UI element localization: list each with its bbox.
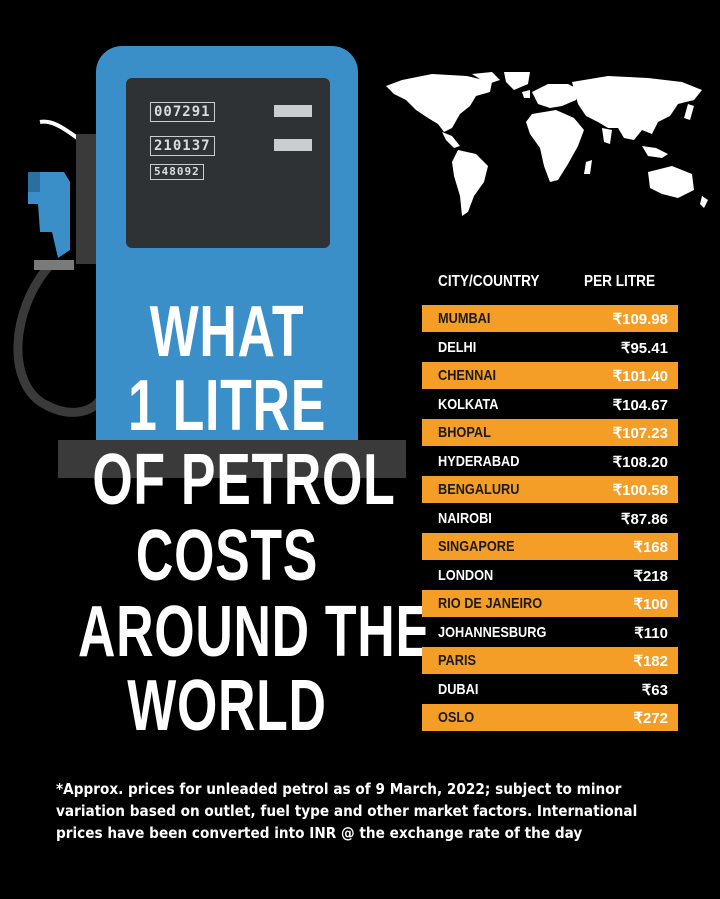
pump-display-bar <box>274 139 312 151</box>
headline-line-2: 1 LITRE <box>127 366 327 446</box>
row-city: RIO DE JANEIRO <box>438 595 543 612</box>
row-price: ₹107.23 <box>612 425 668 442</box>
table-row: BENGALURU ₹100.58 <box>422 476 678 503</box>
headline-line-6: WORLD <box>127 666 327 746</box>
header-price: PER LITRE <box>584 273 656 290</box>
pump-base <box>58 440 406 478</box>
row-city: PARIS <box>438 652 477 669</box>
table-row: DELHI ₹95.41 <box>422 334 678 361</box>
row-city: OSLO <box>438 709 475 726</box>
header-city: CITY/COUNTRY <box>438 273 540 290</box>
row-price: ₹109.98 <box>612 311 668 328</box>
row-city: NAIROBI <box>438 509 492 527</box>
headline-line-4: COSTS <box>135 516 319 596</box>
pump-display: 007291 210137 548092 <box>126 78 330 248</box>
row-city: LONDON <box>438 566 494 584</box>
row-city: DELHI <box>438 338 477 356</box>
table-row: JOHANNESBURG ₹110 <box>422 619 678 646</box>
row-price: ₹108.20 <box>612 453 668 471</box>
row-price: ₹168 <box>633 539 668 556</box>
table-row: HYDERABAD ₹108.20 <box>422 448 678 475</box>
table-row: RIO DE JANEIRO ₹100 <box>422 590 678 617</box>
pump-display-digits-1: 007291 <box>150 102 215 122</box>
row-price: ₹110 <box>634 624 668 642</box>
row-price: ₹104.67 <box>612 396 668 414</box>
table-row: DUBAI ₹63 <box>422 676 678 703</box>
table-row: NAIROBI ₹87.86 <box>422 505 678 532</box>
row-price: ₹87.86 <box>620 510 668 528</box>
table-row: KOLKATA ₹104.67 <box>422 391 678 418</box>
pump-display-bar <box>274 105 312 117</box>
row-city: BENGALURU <box>438 481 520 498</box>
row-city: KOLKATA <box>438 395 499 413</box>
row-city: MUMBAI <box>438 310 491 327</box>
row-price: ₹101.40 <box>612 368 668 385</box>
row-price: ₹100 <box>633 596 668 613</box>
table-row: PARIS ₹182 <box>422 647 678 674</box>
table-row: LONDON ₹218 <box>422 562 678 589</box>
headline-line-1: WHAT <box>149 292 305 372</box>
headline-line-3: OF PETROL <box>92 440 396 520</box>
row-price: ₹218 <box>633 567 668 585</box>
row-city: JOHANNESBURG <box>438 623 547 641</box>
pump-display-digits-3: 548092 <box>150 164 204 180</box>
row-city: DUBAI <box>438 680 479 698</box>
pump-display-digits-2: 210137 <box>150 136 215 156</box>
row-price: ₹95.41 <box>620 339 668 357</box>
row-price: ₹182 <box>633 653 668 670</box>
headline-line-5: AROUND THE <box>77 592 431 672</box>
row-city: HYDERABAD <box>438 452 520 470</box>
table-row: MUMBAI ₹109.98 <box>422 305 678 332</box>
table-row: SINGAPORE ₹168 <box>422 533 678 560</box>
row-price: ₹100.58 <box>612 482 668 499</box>
fuel-nozzle-icon <box>13 119 104 417</box>
row-city: SINGAPORE <box>438 538 515 555</box>
world-map-icon <box>386 72 708 216</box>
row-city: BHOPAL <box>438 424 491 441</box>
row-city: CHENNAI <box>438 367 497 384</box>
table-row: BHOPAL ₹107.23 <box>422 419 678 446</box>
table-row: OSLO ₹272 <box>422 704 678 731</box>
table-row: CHENNAI ₹101.40 <box>422 362 678 389</box>
footnote: *Approx. prices for unleaded petrol as o… <box>56 780 638 842</box>
row-price: ₹63 <box>641 681 668 699</box>
row-price: ₹272 <box>633 710 668 727</box>
